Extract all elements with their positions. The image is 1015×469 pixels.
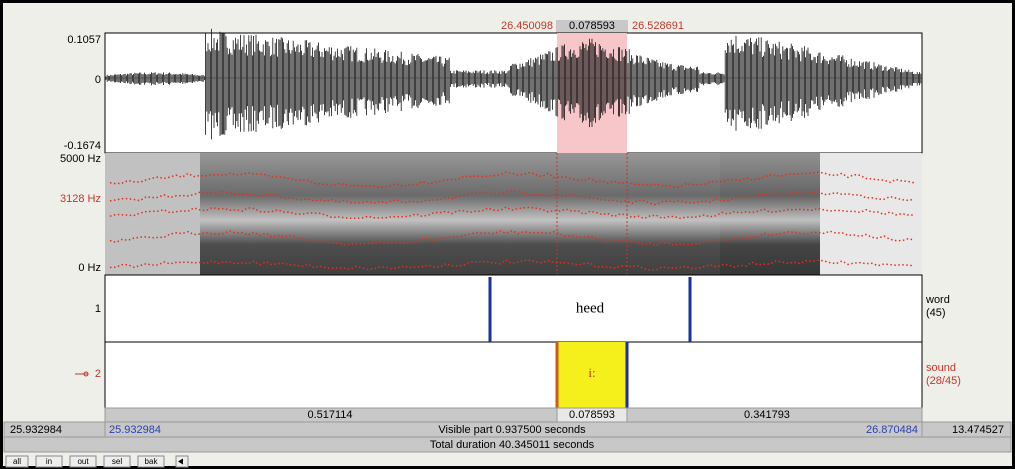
duration[interactable]: 0.341793 (744, 409, 790, 421)
wave-min: -0.1674 (64, 140, 101, 152)
interval-label[interactable]: i: (588, 365, 595, 380)
button-label[interactable]: all (13, 457, 21, 466)
left-total[interactable]: 25.932984 (10, 424, 62, 436)
selection-start: 26.450098 (501, 20, 553, 32)
wave-zero: 0 (95, 74, 101, 86)
spec-max: 5000 Hz (60, 153, 101, 165)
tier-count: (45) (926, 307, 946, 319)
scroll-button[interactable] (176, 456, 188, 467)
spec-cursor: 3128 Hz (60, 193, 101, 205)
tier-count: (28/45) (926, 375, 961, 387)
button[interactable]: out (70, 456, 96, 467)
tier-name: sound (926, 362, 956, 374)
button[interactable]: in (36, 456, 62, 467)
duration[interactable]: 0.078593 (569, 409, 615, 421)
duration[interactable]: 0.517114 (307, 409, 352, 421)
tier-number: 1 (95, 303, 101, 315)
button[interactable]: all (6, 456, 28, 467)
button[interactable]: sel (104, 456, 130, 467)
interval-label[interactable]: heed (576, 300, 605, 316)
tier-1[interactable] (105, 275, 922, 342)
total-duration[interactable]: Total duration 40.345011 seconds (430, 439, 595, 451)
right-total[interactable]: 13.474527 (952, 424, 1004, 436)
button-label[interactable]: out (77, 457, 89, 466)
button-label[interactable]: in (46, 457, 52, 466)
selection-duration: 0.078593 (569, 20, 615, 32)
button-label[interactable]: sel (112, 457, 122, 466)
praat-editor: 26.450098 0.078593 26.528691 0.1057 0 -0… (0, 0, 1015, 469)
spectrogram-voicing (720, 153, 820, 275)
button[interactable]: bak (138, 456, 164, 467)
spectrogram-voicing (200, 153, 720, 275)
selection-end: 26.528691 (632, 20, 684, 32)
left-visible: 25.932984 (109, 424, 161, 436)
spec-min: 0 Hz (78, 262, 101, 274)
tier-2[interactable] (105, 342, 922, 408)
button-label[interactable]: bak (145, 457, 159, 466)
visible-part[interactable]: Visible part 0.937500 seconds (438, 424, 586, 436)
duration-bar[interactable] (105, 408, 922, 422)
tier-name: word (925, 294, 950, 306)
tier-number: 2 (95, 368, 101, 380)
wave-max: 0.1057 (67, 34, 101, 46)
right-visible: 26.870484 (866, 424, 918, 436)
